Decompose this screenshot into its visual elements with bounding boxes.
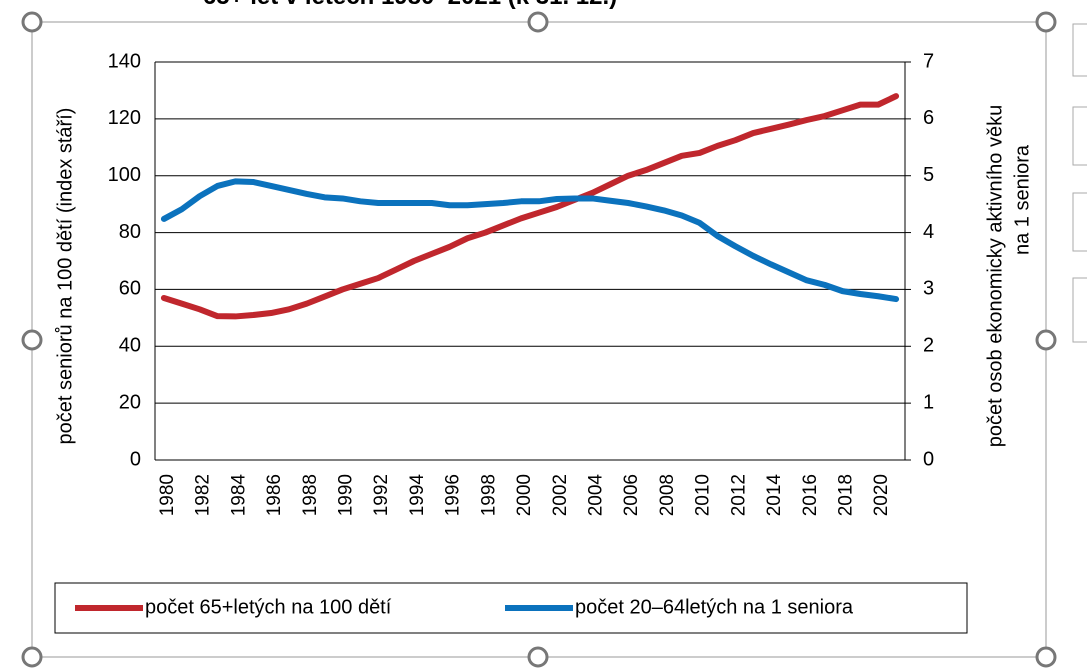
y2-tick-label: 0 [923, 448, 934, 470]
legend-box [54, 582, 968, 634]
chart-title: 65+ let v letech 1980–2021 (k 31. 12.) [203, 0, 617, 10]
x-tick-label: 2008 [657, 474, 678, 516]
y-tick-label: 60 [119, 278, 141, 300]
y-tick-label: 100 [108, 164, 141, 186]
x-tick-label: 1998 [478, 474, 499, 516]
y2-tick-label: 7 [923, 50, 934, 72]
x-tick-label: 1980 [157, 474, 178, 516]
x-tick-label: 1992 [371, 474, 392, 516]
x-tick-label: 2020 [871, 474, 892, 516]
y-tick-label: 120 [108, 107, 141, 129]
x-tick-label: 2000 [514, 474, 535, 516]
y2-axis-title: počet osob ekonomicky aktivního věku [984, 105, 1006, 447]
x-tick-label: 2006 [621, 474, 642, 516]
x-tick-label: 1982 [193, 474, 214, 516]
x-tick-label: 1988 [300, 474, 321, 516]
x-tick-label: 2010 [693, 474, 714, 516]
y-axis-title: počet seniorů na 100 dětí (index stáří) [54, 108, 76, 445]
y2-axis-title: na 1 seniora [1011, 144, 1033, 255]
selection-handles[interactable] [21, 11, 1057, 668]
y-tick-label: 140 [108, 50, 141, 72]
y2-tick-label: 4 [923, 221, 934, 243]
y2-tick-label: 2 [923, 335, 934, 357]
y2-tick-label: 5 [923, 164, 934, 186]
legend-label: počet 20–64letých na 1 seniora [575, 596, 854, 618]
y-tick-label: 40 [119, 335, 141, 357]
y-tick-label: 80 [119, 221, 141, 243]
y2-tick-label: 6 [923, 107, 934, 129]
layout-buttons[interactable] [1072, 23, 1087, 343]
x-tick-label: 2012 [728, 474, 749, 516]
x-tick-label: 1996 [443, 474, 464, 516]
x-tick-label: 2014 [764, 474, 785, 517]
series-line [160, 178, 900, 303]
x-tick-label: 2002 [550, 474, 571, 516]
y2-tick-label: 3 [923, 278, 934, 300]
x-tick-label: 2016 [800, 474, 821, 516]
x-tick-label: 2004 [586, 474, 607, 517]
y2-tick-label: 1 [923, 391, 934, 413]
y-tick-label: 0 [130, 448, 141, 470]
x-tick-label: 1984 [228, 474, 249, 517]
series-line [160, 93, 900, 320]
x-tick-label: 2018 [836, 474, 857, 516]
x-tick-label: 1986 [264, 474, 285, 516]
x-tick-label: 1994 [407, 474, 428, 517]
x-tick-label: 1990 [336, 474, 357, 516]
legend-label: počet 65+letých na 100 dětí [145, 596, 392, 618]
y-tick-label: 20 [119, 391, 141, 413]
